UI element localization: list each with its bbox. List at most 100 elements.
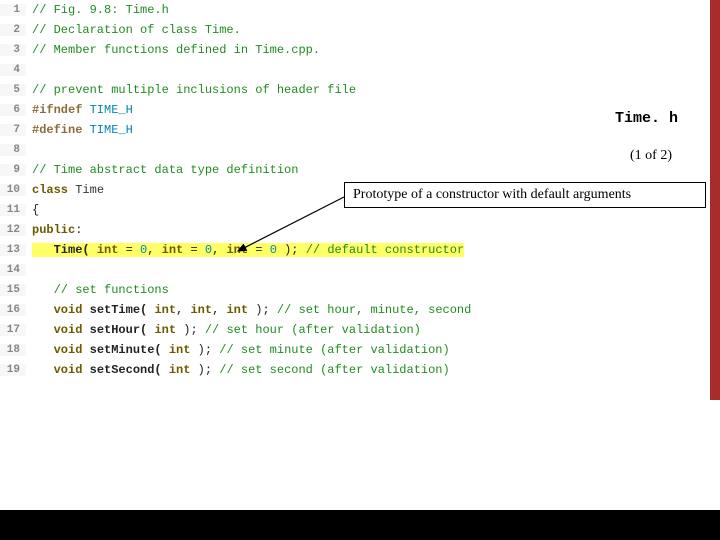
token: , [147,243,161,257]
token: // set second (after validation) [219,363,449,377]
token: Time [75,183,104,197]
token: : [75,223,82,237]
token: setTime( [90,303,155,317]
token: , [212,243,226,257]
code-content: #ifndef TIME_H [26,103,133,117]
token [32,323,54,337]
page-indicator: (1 of 2) [626,148,676,164]
line-number: 10 [0,184,26,196]
code-content: // Fig. 9.8: Time.h [26,3,169,17]
code-line: 13 Time( int = 0, int = 0, int = 0 ); //… [0,240,720,260]
token: public [32,223,75,237]
token: { [32,203,39,217]
line-number: 6 [0,104,26,116]
token: 0 [205,243,212,257]
token: void [54,363,90,377]
token: // Declaration of class Time. [32,23,241,37]
code-line: 17 void setHour( int ); // set hour (aft… [0,320,720,340]
token: #define [32,123,90,137]
code-line: 3// Member functions defined in Time.cpp… [0,40,720,60]
token: // set minute (after validation) [219,343,449,357]
line-number: 11 [0,204,26,216]
token: int [169,343,191,357]
token: void [54,323,90,337]
line-number: 3 [0,44,26,56]
token: // prevent multiple inclusions of header… [32,83,356,97]
code-content: class Time [26,183,104,197]
token: , [176,303,190,317]
token: ); [176,323,205,337]
line-number: 14 [0,264,26,276]
token: int [162,243,184,257]
code-line: 4 [0,60,720,80]
line-number: 2 [0,24,26,36]
token: void [54,343,90,357]
code-line: 2 // Declaration of class Time. [0,20,720,40]
token: void [54,303,90,317]
token: = [183,243,205,257]
token: // default constructor [306,243,464,257]
token: TIME_H [90,103,133,117]
code-line: 9 // Time abstract data type definition [0,160,720,180]
token: // Fig. 9.8: Time.h [32,3,169,17]
code-line: 15 // set functions [0,280,720,300]
token: setHour( [90,323,155,337]
code-line: 14 [0,260,720,280]
line-number: 15 [0,284,26,296]
code-line: 19 void setSecond( int ); // set second … [0,360,720,380]
token: // set hour, minute, second [277,303,471,317]
token [32,283,54,297]
highlighted-code: Time( int = 0, int = 0, int = 0 ); // de… [32,243,464,257]
line-number: 9 [0,164,26,176]
token: int [154,323,176,337]
line-number: 5 [0,84,26,96]
line-number: 18 [0,344,26,356]
token: int [169,363,191,377]
code-line: 1// Fig. 9.8: Time.h [0,0,720,20]
line-number: 7 [0,124,26,136]
code-content: // prevent multiple inclusions of header… [26,83,356,97]
token: int [226,243,248,257]
token: setSecond( [90,363,169,377]
file-title: Time. h [611,110,682,127]
token: int [226,303,248,317]
line-number: 8 [0,144,26,156]
token: class [32,183,75,197]
code-line: 8 [0,140,720,160]
code-content: // Declaration of class Time. [26,23,241,37]
token: 0 [270,243,277,257]
token: // Time abstract data type definition [32,163,298,177]
token: ); [190,343,219,357]
token: , [212,303,226,317]
code-line: 12public: [0,220,720,240]
token: ); [190,363,219,377]
annotation-callout: Prototype of a constructor with default … [344,182,706,208]
code-content: void setSecond( int ); // set second (af… [26,363,450,377]
code-content: void setMinute( int ); // set minute (af… [26,343,450,357]
token [32,303,54,317]
token: = [248,243,270,257]
code-line: 16 void setTime( int, int, int ); // set… [0,300,720,320]
token: = [118,243,140,257]
code-content: #define TIME_H [26,123,133,137]
token: int [190,303,212,317]
code-content: void setHour( int ); // set hour (after … [26,323,421,337]
token: Time( [54,243,97,257]
code-line: 18 void setMinute( int ); // set minute … [0,340,720,360]
line-number: 12 [0,224,26,236]
line-number: 16 [0,304,26,316]
slide-footer-bar [0,510,720,540]
line-number: 19 [0,364,26,376]
code-content: public: [26,223,82,237]
code-content: // Time abstract data type definition [26,163,298,177]
token: TIME_H [90,123,133,137]
token: // set hour (after validation) [205,323,421,337]
code-line: 5 // prevent multiple inclusions of heade… [0,80,720,100]
code-content: // Member functions defined in Time.cpp. [26,43,320,57]
token: ); [277,243,306,257]
token [32,243,54,257]
token: ); [248,303,277,317]
token: // set functions [54,283,169,297]
code-content: // set functions [26,283,169,297]
code-content: { [26,203,39,217]
